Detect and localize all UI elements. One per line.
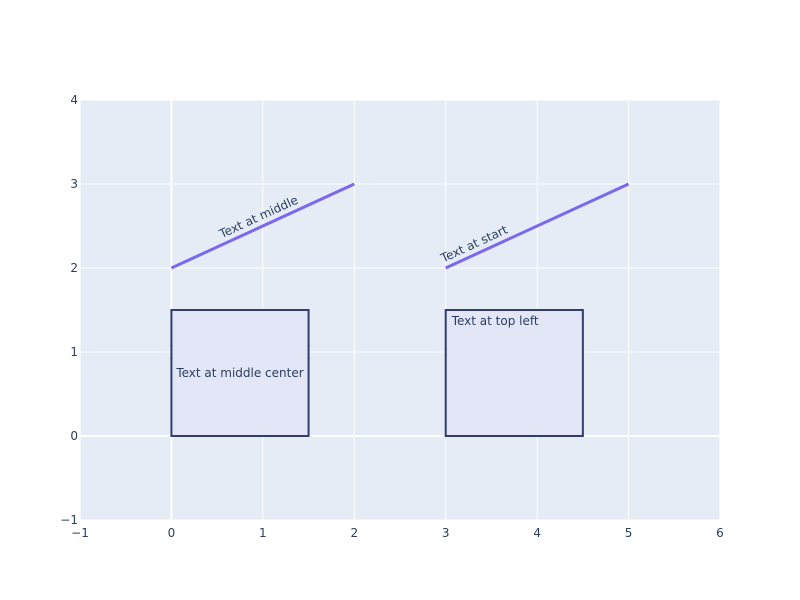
x-tick-label: 0	[168, 526, 176, 540]
y-axis-ticks: −1 0 1 2 3 4	[60, 93, 78, 527]
rect-shape	[170, 309, 310, 437]
y-tick-label: −1	[60, 513, 78, 527]
rect-label: Text at top left	[451, 314, 539, 328]
y-tick-label: 3	[70, 177, 78, 191]
x-tick-label: −1	[71, 526, 89, 540]
line-shape	[445, 182, 630, 270]
x-axis-ticks: −1 0 1 2 3 4 5 6	[71, 526, 724, 540]
rect-shape	[444, 309, 584, 437]
x-tick-label: 6	[716, 526, 724, 540]
shapes	[170, 182, 630, 437]
x-tick-label: 3	[442, 526, 450, 540]
y-tick-label: 2	[70, 261, 78, 275]
x-tick-label: 2	[350, 526, 358, 540]
x-tick-label: 4	[533, 526, 541, 540]
y-tick-label: 0	[70, 429, 78, 443]
y-tick-label: 1	[70, 345, 78, 359]
line-shape	[170, 182, 355, 270]
rect-label: Text at middle center	[175, 366, 303, 380]
x-tick-label: 1	[259, 526, 267, 540]
y-tick-label: 4	[70, 93, 78, 107]
x-tick-label: 5	[625, 526, 633, 540]
